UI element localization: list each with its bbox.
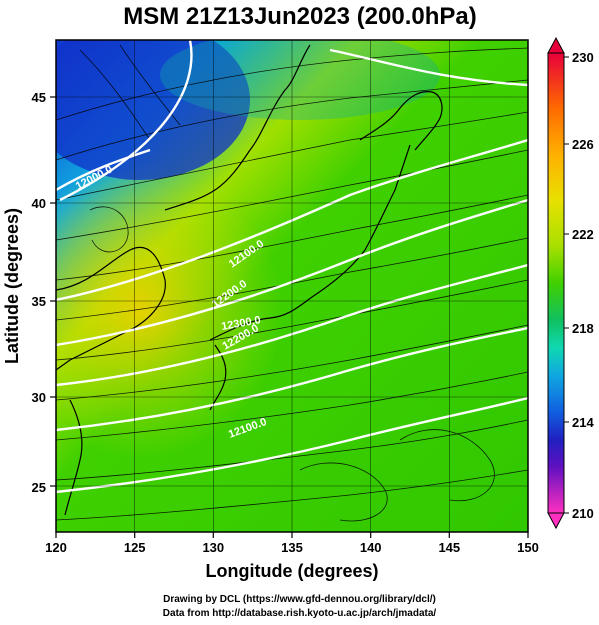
x-tick-label: 145	[438, 540, 460, 555]
korea-china-coast	[56, 246, 166, 371]
x-tick-labels: 120 125 130 135 140 145 150	[45, 540, 539, 555]
tick-marks	[50, 96, 529, 538]
colorbar-label: 214	[572, 415, 594, 430]
y-tick-label: 40	[32, 196, 46, 211]
plot-area: 12000.0 12100.0 12200.0 12300.0 12200.0 …	[56, 40, 528, 532]
height-contours	[56, 40, 528, 494]
coastlines	[56, 44, 443, 516]
contour-1	[59, 40, 193, 202]
contour-8	[329, 48, 528, 87]
graticule	[56, 40, 528, 532]
japan-coast	[209, 144, 411, 341]
contour-4	[56, 263, 528, 387]
x-tick-label: 140	[360, 540, 382, 555]
y-tick-label: 25	[32, 480, 46, 495]
taiwan-coast	[64, 399, 83, 516]
contour-2	[56, 138, 528, 302]
streamlines	[56, 44, 528, 522]
x-axis-label: Longitude (degrees)	[205, 561, 378, 581]
x-tick-label: 120	[45, 540, 67, 555]
triangle-down-icon	[547, 512, 565, 530]
colorbar-gradient	[547, 52, 565, 514]
colorbar-label: 222	[572, 227, 594, 242]
chart-title: MSM 21Z13Jun2023 (200.0hPa)	[123, 3, 477, 30]
colorbar: 230 226 222 218 214 210	[547, 36, 594, 530]
colorbar-label: 218	[572, 321, 594, 336]
x-tick-label: 125	[124, 540, 146, 555]
credit-drawing: Drawing by DCL (https://www.gfd-dennou.o…	[163, 594, 436, 605]
credit-data: Data from http://database.rish.kyoto-u.a…	[162, 608, 437, 619]
y-tick-label: 35	[32, 294, 46, 309]
x-tick-label: 130	[202, 540, 224, 555]
cool-region	[160, 40, 440, 120]
colorbar-label: 230	[572, 50, 594, 65]
contour-7	[56, 148, 151, 192]
contour-3	[56, 198, 528, 347]
contour-5	[56, 326, 528, 432]
triangle-up-icon	[547, 36, 565, 54]
colorbar-label: 226	[572, 137, 594, 152]
y-tick-label: 45	[32, 90, 46, 105]
y-tick-labels: 25 30 35 40 45	[32, 90, 46, 495]
contour-6	[56, 396, 528, 494]
colorbar-label: 210	[572, 506, 594, 521]
y-tick-label: 30	[32, 390, 46, 405]
cold-region	[56, 40, 250, 180]
x-tick-label: 150	[517, 540, 539, 555]
y-axis-label: Latitude (degrees)	[2, 208, 22, 364]
x-tick-label: 135	[281, 540, 303, 555]
